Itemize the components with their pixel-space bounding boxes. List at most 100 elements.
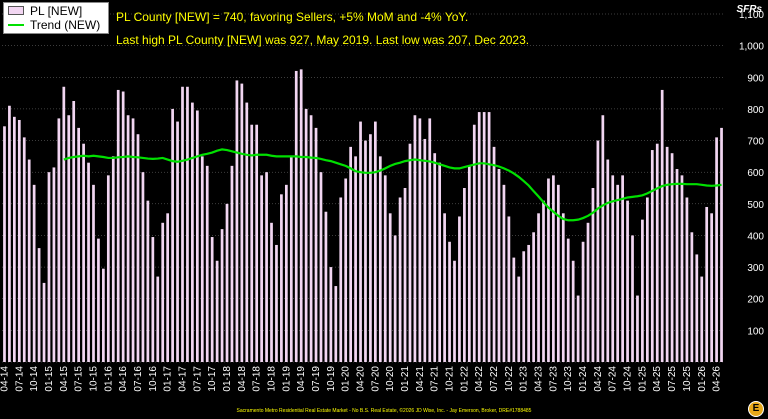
y-tick-label: 600 <box>747 168 764 179</box>
bar <box>438 162 442 362</box>
chart-legend: PL [NEW] Trend (NEW) <box>3 2 109 34</box>
x-tick-label: 10-14 <box>29 366 40 392</box>
bar <box>413 115 417 363</box>
bar <box>22 137 26 362</box>
bar <box>191 102 194 362</box>
bar <box>52 167 56 362</box>
bar <box>388 213 392 362</box>
bar <box>537 213 540 362</box>
y-tick-label: 800 <box>747 105 764 116</box>
x-tick-label: 01-25 <box>637 366 648 392</box>
x-tick-label: 04-22 <box>474 366 485 392</box>
x-tick-label: 07-17 <box>192 366 203 392</box>
y-tick-label: 200 <box>747 295 764 306</box>
bar <box>57 118 61 363</box>
bar <box>463 188 466 362</box>
bar <box>200 156 204 362</box>
annotation-high-low: Last high PL County [NEW] was 927, May 2… <box>116 33 530 47</box>
x-tick-label: 04-19 <box>296 366 307 392</box>
x-tick-label: 01-24 <box>578 366 589 392</box>
bar <box>47 172 51 362</box>
bar <box>428 118 432 363</box>
bar <box>344 178 348 362</box>
bar <box>586 222 590 362</box>
bar <box>552 175 555 362</box>
bar <box>166 213 170 362</box>
bar <box>383 175 387 362</box>
bar <box>294 70 298 362</box>
bar <box>329 267 333 362</box>
bar <box>547 178 550 362</box>
bar <box>354 156 357 362</box>
bar <box>106 175 110 362</box>
bar <box>482 112 486 362</box>
bar <box>304 108 308 362</box>
bar <box>77 127 81 362</box>
x-tick-label: 07-23 <box>548 366 559 392</box>
bar <box>512 257 516 362</box>
y-tick-label: 900 <box>747 73 764 84</box>
x-tick-label: 10-18 <box>267 366 278 392</box>
bar <box>136 134 140 362</box>
x-tick-label: 04-15 <box>59 366 70 392</box>
bar <box>631 235 634 362</box>
bar <box>581 241 585 362</box>
bar <box>299 69 303 363</box>
bar <box>270 222 273 362</box>
brand-logo-icon: E <box>748 401 764 417</box>
x-tick-label: 07-20 <box>370 366 381 392</box>
bar <box>700 276 704 362</box>
bar <box>660 89 664 363</box>
bar <box>339 197 343 362</box>
bar <box>502 184 506 362</box>
x-tick-label: 07-22 <box>489 366 500 392</box>
bar <box>611 175 615 362</box>
x-tick-label: 07-19 <box>311 366 322 392</box>
bar <box>705 206 709 362</box>
bar <box>210 237 214 362</box>
x-tick-label: 10-15 <box>88 366 99 392</box>
bar <box>116 89 120 363</box>
bar <box>571 260 575 362</box>
bar <box>250 124 254 362</box>
bar <box>284 184 288 362</box>
bar <box>111 156 115 362</box>
x-tick-label: 01-17 <box>163 366 174 392</box>
bar <box>240 83 244 362</box>
bar <box>680 175 684 362</box>
bar <box>497 169 501 362</box>
legend-swatch-bars <box>8 6 24 15</box>
bar <box>566 238 570 362</box>
x-tick-label: 07-21 <box>430 366 441 392</box>
bar <box>522 251 526 362</box>
bar <box>626 200 629 362</box>
x-tick-label: 07-14 <box>14 366 25 392</box>
x-tick-label: 07-25 <box>667 366 678 392</box>
bar <box>186 86 189 362</box>
x-tick-label: 04-18 <box>237 366 248 392</box>
x-tick-label: 10-19 <box>326 366 337 392</box>
bar <box>92 184 95 362</box>
bar <box>176 121 179 362</box>
bar <box>17 119 21 362</box>
bar <box>616 184 620 362</box>
bar-series <box>3 69 723 363</box>
y-axis-tick-labels: 100 200 300 400 500 600 700 800 900 1,000 1,100 <box>739 10 764 337</box>
bar <box>527 244 531 362</box>
bar <box>408 143 412 362</box>
bar <box>601 115 605 363</box>
y-axis-unit-label: SFRs <box>736 4 762 15</box>
x-tick-label: 10-25 <box>682 366 693 392</box>
bar <box>477 112 481 362</box>
bar <box>146 200 150 362</box>
bar <box>487 112 491 362</box>
bar <box>8 105 11 362</box>
bar <box>334 286 338 362</box>
bar <box>670 153 674 362</box>
y-tick-label: 500 <box>747 200 764 211</box>
x-tick-label: 01-19 <box>281 366 292 392</box>
bar <box>443 213 446 362</box>
x-tick-label: 07-24 <box>608 366 619 392</box>
bar <box>97 238 100 362</box>
x-tick-label: 10-20 <box>385 366 396 392</box>
